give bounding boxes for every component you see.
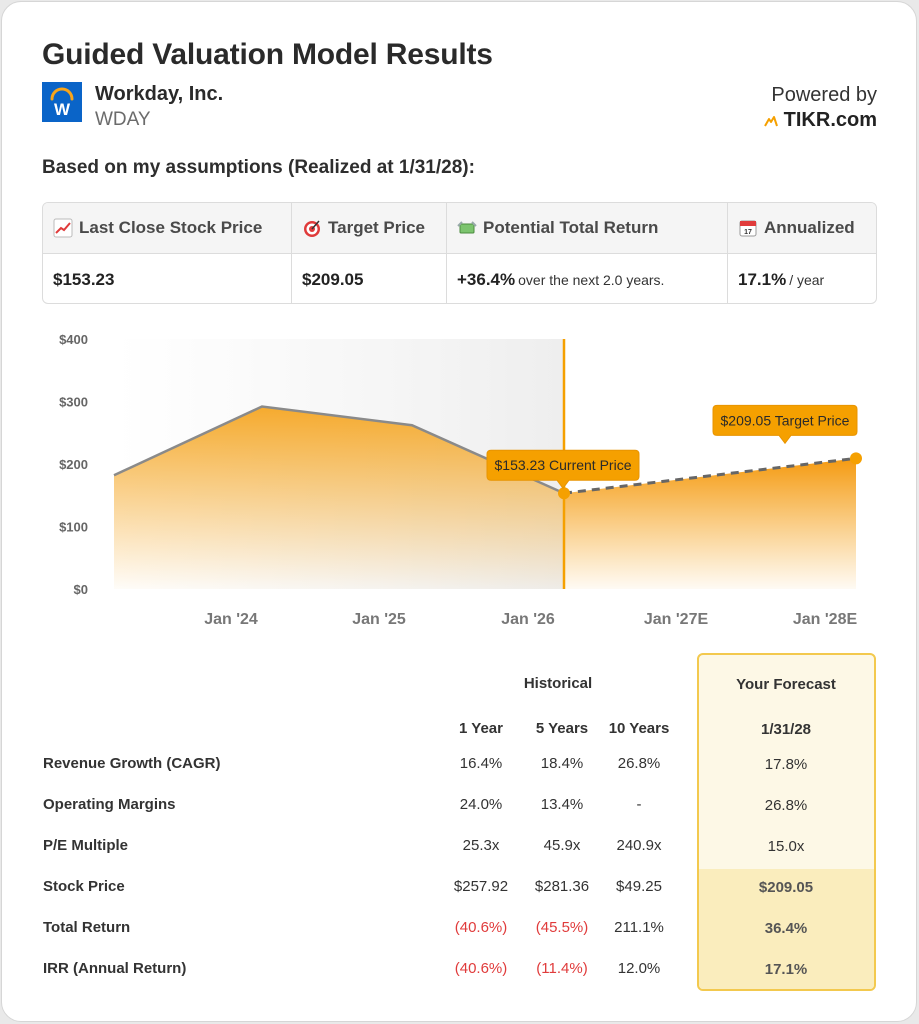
y-tick-label: $0 bbox=[74, 582, 88, 597]
forecast-header: Your Forecast bbox=[736, 676, 836, 693]
historical-cell: 12.0% bbox=[617, 960, 661, 977]
tikr-logo-icon bbox=[763, 115, 778, 126]
x-tick-label: Jan '27E bbox=[644, 611, 709, 628]
svg-text:17: 17 bbox=[744, 229, 752, 236]
company-name: Workday, Inc. bbox=[95, 83, 224, 105]
y-tick-label: $100 bbox=[59, 520, 88, 535]
y-tick-label: $300 bbox=[59, 395, 88, 410]
forecast-cell: 36.4% bbox=[764, 920, 808, 937]
historical-cell: 18.4% bbox=[540, 755, 584, 772]
y-tick-label: $200 bbox=[59, 457, 88, 472]
assumptions-label: Based on my assumptions (Realized at 1/3… bbox=[42, 157, 475, 178]
money-wings-icon bbox=[457, 221, 477, 234]
price-chart: $400 $300 $200 $100 $0 $153.23 Current Price $… bbox=[42, 322, 882, 642]
x-tick-label: Jan '28E bbox=[793, 611, 858, 628]
tikr-brand[interactable]: TIKR.com bbox=[763, 109, 877, 132]
y-tick-label: $400 bbox=[59, 332, 88, 347]
x-tick-label: Jan '24 bbox=[204, 611, 258, 628]
row-label: Revenue Growth (CAGR) bbox=[43, 755, 221, 772]
workday-logo-icon: W bbox=[42, 82, 82, 122]
summary-return: Potential Total Return +36.4% over the ne… bbox=[447, 203, 728, 303]
forecast-highlight bbox=[699, 869, 874, 989]
forecast-cell: 26.8% bbox=[764, 797, 808, 814]
col-header-10y: 10 Years bbox=[608, 720, 670, 737]
historical-cell: 240.9x bbox=[616, 837, 662, 854]
last-close-value: $153.23 bbox=[53, 270, 115, 289]
historical-cell: 45.9x bbox=[543, 837, 581, 854]
historical-cell: $49.25 bbox=[616, 878, 662, 895]
historical-cell: 16.4% bbox=[459, 755, 503, 772]
company-logo: W bbox=[42, 82, 82, 122]
historical-cell: - bbox=[636, 796, 642, 813]
historical-cell: 13.4% bbox=[540, 796, 584, 813]
forecast-cell: 17.1% bbox=[764, 961, 808, 978]
historical-cell: 211.1% bbox=[614, 919, 664, 936]
target-price-annotation-label: $209.05 Target Price bbox=[721, 412, 850, 428]
historical-cell: $281.36 bbox=[534, 878, 590, 895]
return-label: Potential Total Return bbox=[483, 218, 659, 237]
col-header-1y: 1 Year bbox=[459, 720, 503, 737]
return-value-cell: +36.4% over the next 2.0 years. bbox=[457, 270, 664, 290]
last-close-label: Last Close Stock Price bbox=[79, 218, 263, 237]
target-value: $209.05 bbox=[302, 270, 364, 289]
chart-up-icon bbox=[53, 218, 73, 238]
annualized-note: / year bbox=[789, 272, 825, 288]
historical-header: Historical bbox=[523, 675, 593, 692]
current-price-annotation-bubble bbox=[486, 449, 640, 490]
summary-annualized: 17 Annualized 17.1% / year bbox=[728, 203, 876, 303]
historical-area bbox=[114, 406, 564, 589]
historical-cell: (45.5%) bbox=[535, 919, 589, 936]
col-header-forecast-date: 1/31/28 bbox=[760, 721, 812, 738]
annualized-value-cell: 17.1% / year bbox=[738, 270, 824, 290]
row-label: Total Return bbox=[43, 919, 131, 936]
historical-cell: 26.8% bbox=[617, 755, 661, 772]
powered-by-label: Powered by bbox=[771, 84, 877, 106]
summary-last-close: Last Close Stock Price $153.23 bbox=[43, 203, 292, 303]
col-header-5y: 5 Years bbox=[535, 720, 589, 737]
summary-target: Target Price $209.05 bbox=[292, 203, 447, 303]
historical-cell: (40.6%) bbox=[454, 919, 508, 936]
target-price-point bbox=[850, 452, 862, 465]
historical-cell: 24.0% bbox=[459, 796, 503, 813]
annualized-label: Annualized bbox=[764, 218, 855, 237]
calendar-icon: 17 bbox=[739, 220, 757, 237]
annualized-value: 17.1% bbox=[738, 270, 787, 289]
historical-cell: 25.3x bbox=[462, 837, 500, 854]
historical-cell: $257.92 bbox=[453, 878, 509, 895]
tikr-brand-label: TIKR.com bbox=[783, 109, 877, 131]
forecast-column bbox=[697, 653, 876, 991]
page-title: Guided Valuation Model Results bbox=[42, 38, 493, 71]
row-label: P/E Multiple bbox=[43, 837, 129, 854]
row-label: IRR (Annual Return) bbox=[43, 960, 187, 977]
forecast-cell: 15.0x bbox=[767, 838, 805, 855]
target-price-annotation-bubble bbox=[712, 404, 858, 445]
svg-text:W: W bbox=[54, 100, 71, 119]
return-value: +36.4% bbox=[457, 270, 516, 289]
summary-table: Last Close Stock Price $153.23 Target Pr… bbox=[42, 202, 877, 304]
forecast-cell: 17.8% bbox=[764, 756, 808, 773]
target-label: Target Price bbox=[328, 218, 426, 237]
row-label: Operating Margins bbox=[43, 796, 176, 813]
row-label: Stock Price bbox=[43, 878, 125, 895]
x-tick-label: Jan '25 bbox=[352, 611, 406, 628]
company-ticker: WDAY bbox=[95, 109, 151, 130]
return-note: over the next 2.0 years. bbox=[518, 272, 665, 288]
forecast-area bbox=[564, 458, 856, 589]
current-price-point bbox=[558, 487, 570, 500]
forecast-line bbox=[563, 456, 857, 495]
price-chart-svg: $400 $300 $200 $100 $0 $153.23 Current Price $… bbox=[59, 332, 862, 628]
current-price-annotation-label: $153.23 Current Price bbox=[495, 457, 632, 473]
target-icon bbox=[304, 220, 320, 237]
historical-cell: (40.6%) bbox=[454, 960, 508, 977]
historical-cell: (11.4%) bbox=[536, 960, 588, 977]
x-tick-label: Jan '26 bbox=[501, 611, 555, 628]
forecast-cell: $209.05 bbox=[758, 879, 814, 896]
